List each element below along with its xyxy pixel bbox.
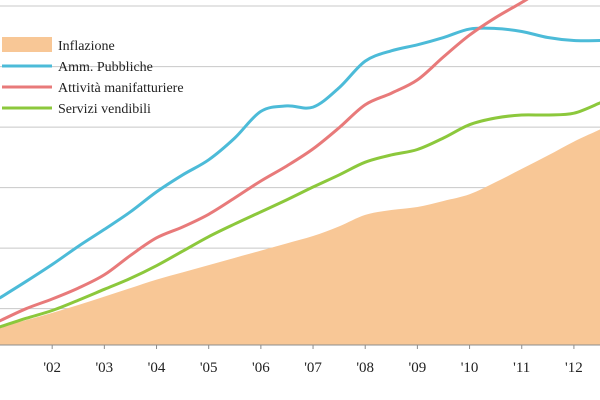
area-layer [0,129,600,345]
x-tick-label: '10 [461,360,479,376]
x-tick-label: '12 [565,360,583,376]
legend: Inflazione Amm. Pubbliche Attività manifat… [2,37,184,117]
legend-item: Attività manifatturiere [2,81,184,96]
series-line-amm-pubbliche [0,26,600,300]
series-line-attivit-manifatturiere [0,0,529,323]
series-area-inflazione [0,129,600,345]
x-tick-label: '04 [148,360,166,376]
legend-label: Inflazione [58,39,115,54]
legend-label: Servizi vendibili [58,102,151,117]
x-axis: '02 '03 '04 '05 '06 '07 '08 '09 '10 '11 '12 [0,344,600,376]
x-tick-label: '09 [409,360,427,376]
x-tick-label: '07 [304,360,322,376]
x-tick-label: '03 [95,360,113,376]
x-tick-label: '08 [356,360,374,376]
legend-swatch [2,37,52,52]
legend-label: Attività manifatturiere [58,81,184,96]
x-tick-label: '05 [200,360,218,376]
legend-item: Inflazione [2,37,115,54]
series-line-servizi-vendibili [0,101,600,329]
legend-item: Servizi vendibili [2,102,151,117]
legend-label: Amm. Pubbliche [58,60,153,75]
legend-item: Amm. Pubbliche [2,60,153,75]
line-layer [0,0,600,329]
x-tick-label: '11 [513,360,530,376]
x-tick-label: '06 [252,360,270,376]
x-tick-label: '02 [43,360,61,376]
